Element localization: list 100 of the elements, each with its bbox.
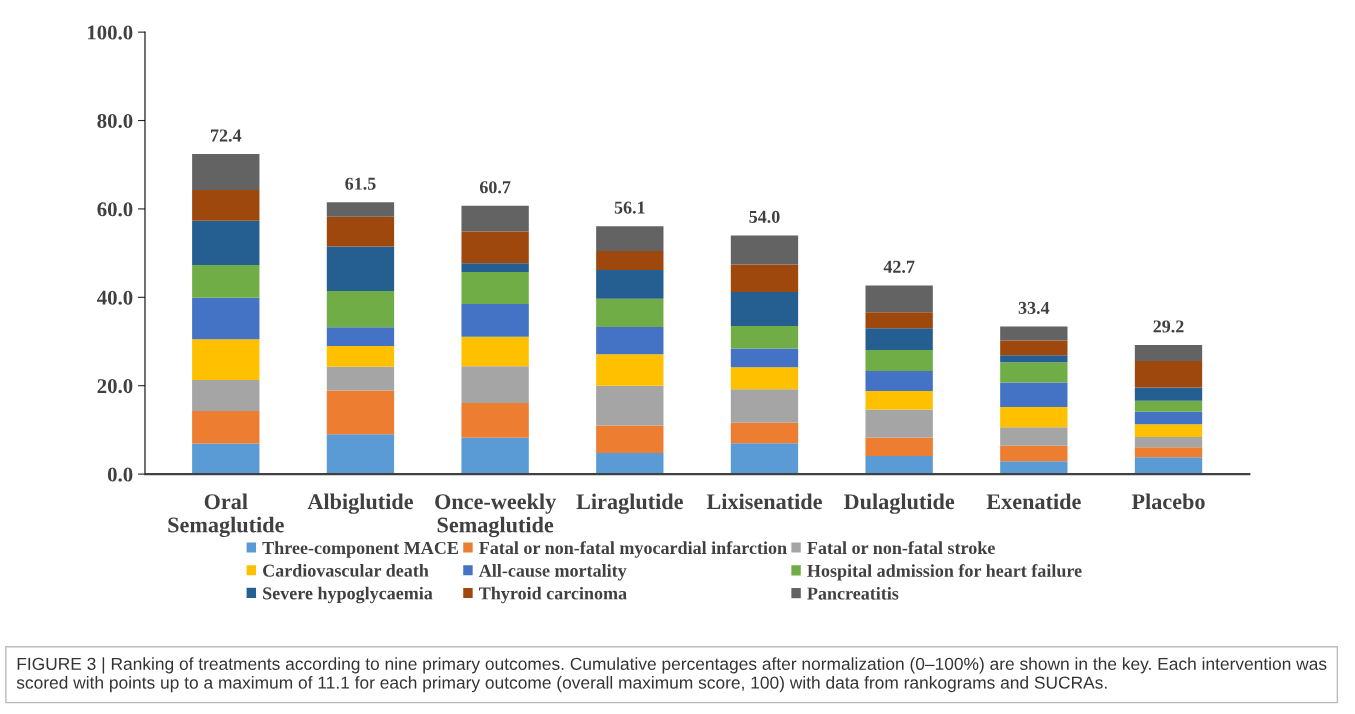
total-label: 42.7 — [883, 260, 915, 273]
bar — [865, 371, 933, 392]
y-tick-label: 80.0 — [97, 113, 133, 129]
bar — [326, 345, 395, 367]
legend-label: Three-component MACE — [262, 541, 458, 558]
bar — [596, 354, 664, 386]
legend-label: All-cause mortality — [478, 564, 627, 581]
bar — [326, 366, 395, 391]
bar — [326, 327, 395, 346]
bar — [730, 292, 799, 327]
bar — [1134, 436, 1203, 448]
bar — [1134, 424, 1203, 437]
legend-label: Cardiovascular death — [263, 564, 429, 577]
bar — [326, 202, 395, 217]
bar — [1000, 406, 1068, 428]
bar — [730, 389, 799, 423]
bar — [730, 443, 799, 475]
bar — [596, 425, 664, 453]
bar — [461, 366, 529, 403]
legend-label: Pancreatitis — [807, 586, 899, 600]
bar — [1000, 355, 1068, 363]
total-label: 33.4 — [1018, 301, 1050, 315]
bar — [461, 263, 529, 273]
bar — [1000, 445, 1068, 462]
bar — [1000, 461, 1068, 475]
bar — [1134, 411, 1203, 425]
bar — [730, 348, 799, 368]
bar — [1000, 382, 1068, 407]
x-tick-label: Exenatide — [986, 493, 1081, 510]
bar — [865, 409, 933, 438]
bar — [865, 312, 933, 329]
x-tick-label: Once-weekly Semaglutide — [435, 493, 557, 538]
bar — [326, 246, 395, 292]
bar — [326, 390, 395, 435]
bar — [192, 297, 260, 340]
bar — [865, 285, 933, 313]
bar — [1000, 326, 1068, 341]
bar — [326, 434, 395, 475]
bar — [192, 379, 260, 411]
bar — [730, 422, 799, 444]
bar — [461, 205, 529, 232]
y-tick-label: 20.0 — [97, 379, 133, 394]
bar — [1000, 362, 1068, 383]
bar — [1000, 340, 1068, 356]
bar — [461, 402, 529, 438]
bar — [730, 235, 799, 265]
legend-label: Fatal or non-fatal myocardial infarction — [479, 541, 787, 558]
bar — [461, 272, 529, 304]
bar — [596, 226, 664, 251]
total-label: 56.1 — [614, 201, 645, 214]
bar — [865, 455, 933, 475]
bar — [1000, 427, 1068, 446]
bar — [326, 291, 395, 328]
bar — [192, 189, 260, 221]
legend-label: Severe hypoglycaemia — [263, 586, 433, 604]
total-label: 54.0 — [749, 210, 780, 224]
bar — [1134, 360, 1203, 388]
bar — [596, 298, 664, 327]
bar — [461, 437, 529, 475]
y-tick-label: 40.0 — [97, 290, 133, 305]
bar — [596, 326, 664, 355]
legend-label: Thyroid carcinoma — [479, 586, 627, 604]
x-tick-label: Albiglutide — [307, 493, 413, 514]
bar — [865, 437, 933, 456]
bar — [192, 265, 260, 298]
bar — [1134, 387, 1203, 401]
bar — [1134, 400, 1203, 412]
bar — [461, 303, 529, 337]
y-tick-label: 0.0 — [107, 467, 133, 482]
total-label: 29.2 — [1153, 320, 1184, 333]
x-tick-label: Lixisenatide — [706, 493, 822, 510]
total-label: 72.4 — [211, 129, 242, 142]
bar — [1134, 345, 1203, 361]
bar — [1134, 457, 1203, 475]
legend-label: Hospital admission for heart failure — [807, 564, 1082, 581]
bar — [192, 339, 260, 380]
bar — [461, 336, 529, 367]
bar — [461, 231, 529, 264]
total-label: 61.5 — [345, 177, 376, 190]
bar — [192, 220, 260, 266]
x-tick-label: Dulaglutide — [843, 493, 955, 514]
bar — [730, 326, 799, 349]
bar — [865, 328, 933, 350]
legend-label: Fatal or non-fatal stroke — [807, 541, 995, 555]
bar — [1134, 447, 1203, 458]
y-tick-label: 60.0 — [97, 202, 133, 217]
bar — [596, 452, 664, 475]
bar — [596, 385, 664, 426]
x-tick-label: Placebo — [1131, 493, 1205, 510]
caption: FIGURE 3 | Ranking of treatments according to nine primary outcomes. Cumulative percentages after normalization (0–100%) are shown in the key. Each intervention was scored with points up to a maximum of 11.1 for each primary outcome (overall maximum score, 100) with data from rankograms and SUCRAs. — [16, 657, 1327, 693]
bar — [596, 269, 664, 299]
bar — [326, 216, 395, 247]
bar — [192, 443, 260, 475]
bar — [596, 250, 664, 270]
bar — [865, 349, 933, 372]
y-tick-label: 100.0 — [87, 25, 133, 40]
total-label: 60.7 — [479, 181, 511, 194]
bar — [730, 264, 799, 293]
x-tick-label: Liraglutide — [576, 493, 683, 514]
bar — [865, 391, 933, 410]
